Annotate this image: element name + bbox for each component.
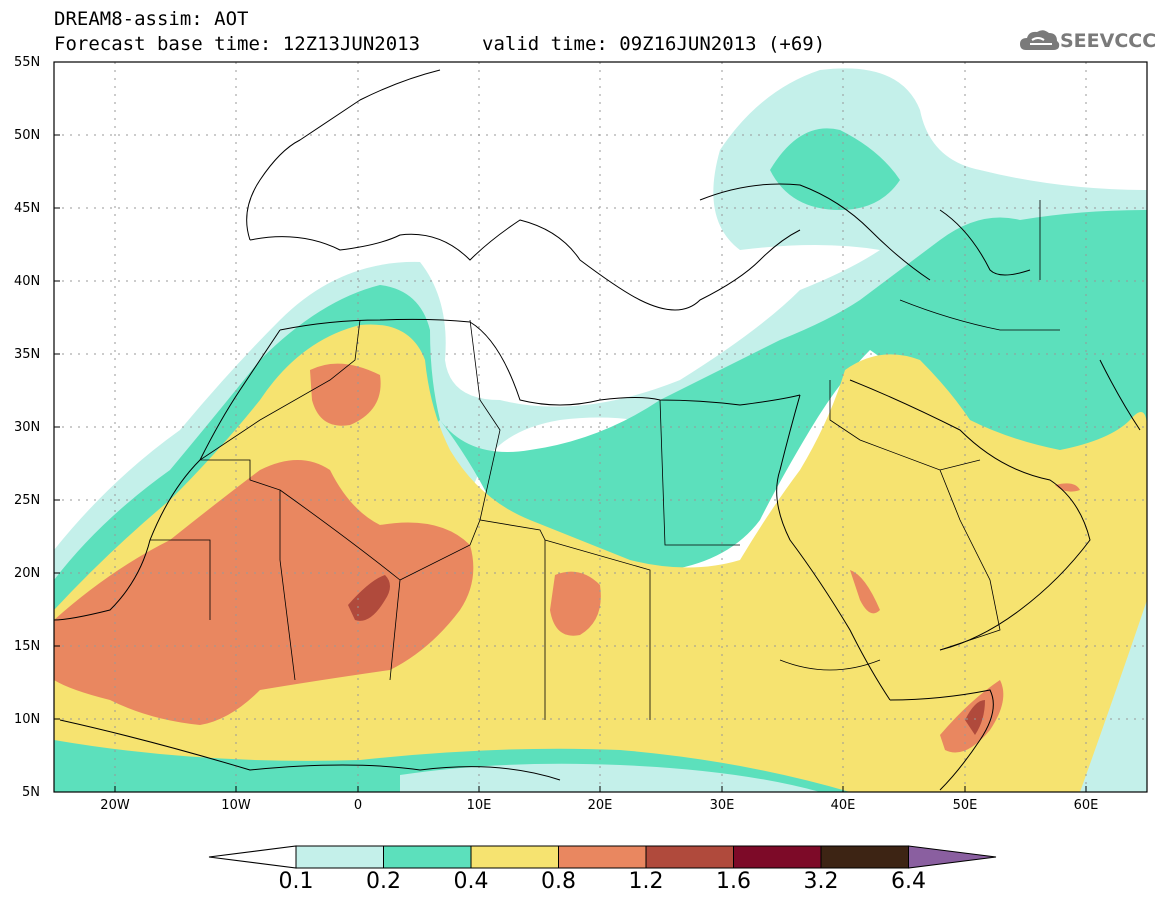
lon-label-50e: 50E: [952, 798, 978, 813]
forecast-base-time: Forecast base time: 12Z13JUN2013: [54, 33, 421, 55]
lon-label-20e: 20E: [587, 798, 613, 813]
lon-label-0: 0: [353, 798, 363, 813]
colorbar: [208, 845, 997, 869]
colorbar-over: [908, 845, 997, 869]
logo-text: SEEVCCC: [1060, 30, 1157, 52]
colorbar-swatch-7: [820, 845, 909, 869]
lat-label-55n: 55N: [14, 55, 41, 70]
colorbar-swatch-6: [733, 845, 822, 869]
colorbar-label: 3.2: [803, 869, 839, 894]
lat-label-35n: 35N: [14, 347, 41, 362]
map-title: DREAM8-assim: AOT: [54, 8, 249, 30]
colorbar-swatch-4: [558, 845, 647, 869]
colorbar-swatch-5: [645, 845, 734, 869]
lon-label-10w: 10W: [221, 798, 251, 813]
colorbar-label: 0.4: [453, 869, 489, 894]
colorbar-label: 1.6: [716, 869, 751, 894]
lat-label-40n: 40N: [14, 274, 41, 289]
lat-label-20n: 20N: [14, 566, 41, 581]
lat-label-10n: 10N: [14, 712, 41, 727]
lon-label-40e: 40E: [830, 798, 856, 813]
lat-label-45n: 45N: [14, 201, 41, 216]
colorbar-swatch-1: [295, 845, 384, 869]
lat-label-15n: 15N: [14, 639, 41, 654]
colorbar-label: 0.2: [366, 869, 401, 894]
colorbar-label: 6.4: [891, 869, 926, 894]
colorbar-under: [208, 845, 297, 869]
lon-label-30e: 30E: [709, 798, 735, 813]
cloud-icon: [1020, 30, 1060, 50]
aot-level-1.2: [348, 575, 985, 735]
colorbar-swatch-3: [470, 845, 559, 869]
colorbar-label: 1.2: [628, 869, 664, 894]
lon-label-60e: 60E: [1073, 798, 1099, 813]
lat-label-25n: 25N: [14, 493, 41, 508]
colorbar-label: 0.8: [541, 869, 576, 894]
coastlines: [54, 69, 1141, 791]
valid-time: valid time: 09Z16JUN2013 (+69): [482, 33, 826, 55]
colorbar-swatch-2: [383, 845, 472, 869]
lat-label-50n: 50N: [14, 128, 41, 143]
lon-label-10e: 10E: [466, 798, 492, 813]
lat-label-5n: 5N: [22, 785, 40, 800]
country-borders: [150, 200, 1060, 720]
aot-level-0.8: [54, 363, 1080, 753]
lon-label-20w: 20W: [100, 798, 130, 813]
lat-label-30n: 30N: [14, 420, 41, 435]
colorbar-label: 0.1: [278, 869, 314, 894]
map-gridlines: [54, 62, 1147, 792]
